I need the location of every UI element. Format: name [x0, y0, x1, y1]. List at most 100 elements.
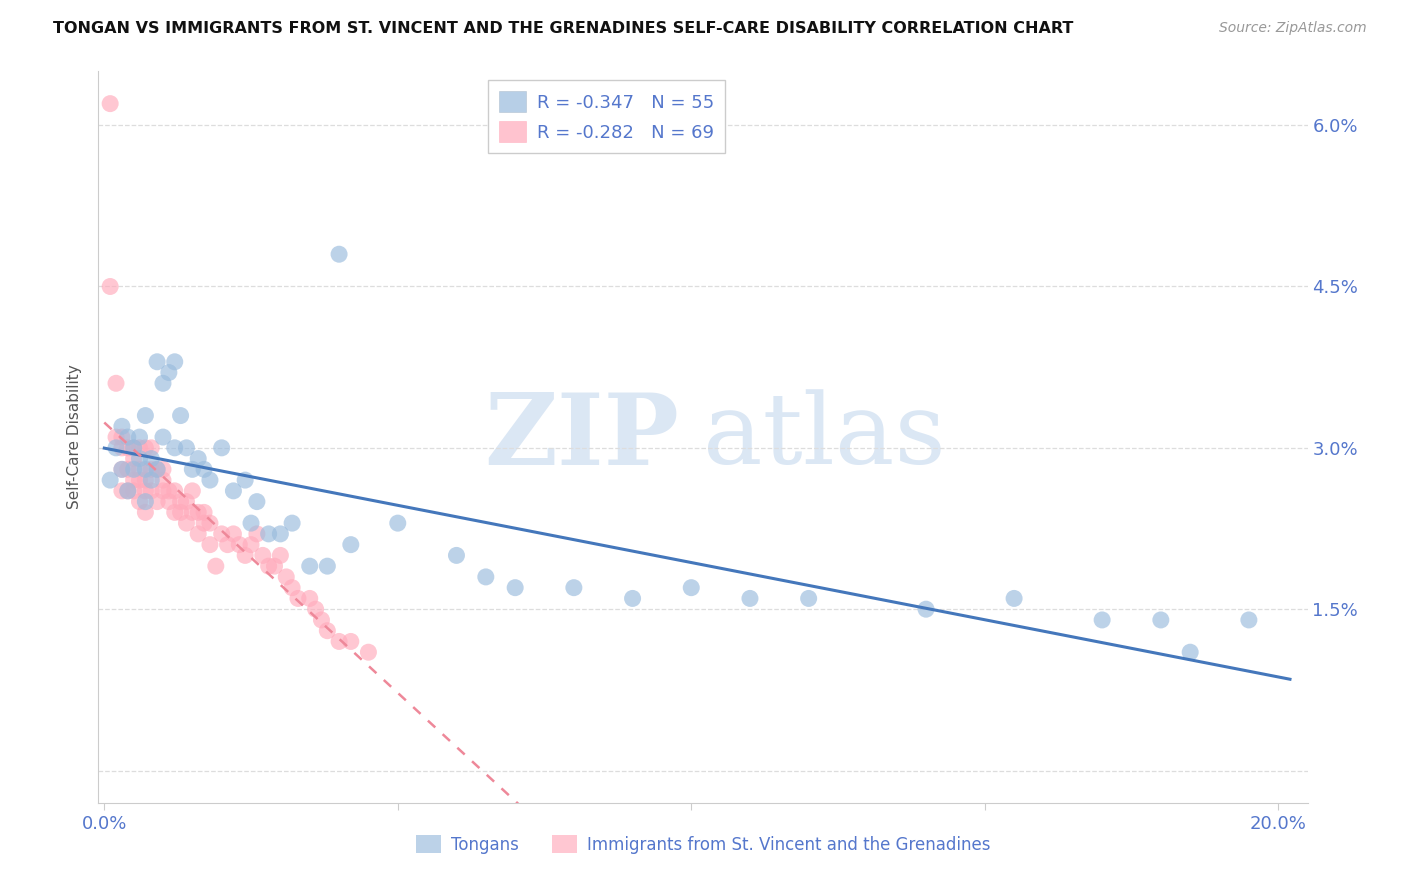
Point: [169, 409, 191, 423]
Text: atlas: atlas: [703, 389, 946, 485]
Point: [134, 462, 156, 476]
Point: [128, 473, 150, 487]
Point: [193, 505, 215, 519]
Point: [105, 441, 128, 455]
Point: [503, 581, 526, 595]
Point: [316, 559, 339, 574]
Point: [340, 538, 363, 552]
Point: [152, 483, 174, 498]
Point: [134, 505, 156, 519]
Point: [111, 419, 134, 434]
Point: [122, 441, 145, 455]
Point: [181, 483, 204, 498]
Point: [169, 494, 191, 508]
Point: [269, 527, 291, 541]
Point: [621, 591, 644, 606]
Point: [281, 516, 304, 530]
Point: [298, 559, 321, 574]
Point: [169, 505, 191, 519]
Point: [141, 462, 163, 476]
Point: [146, 355, 169, 369]
Point: [105, 430, 128, 444]
Point: [276, 570, 298, 584]
Point: [240, 516, 263, 530]
Point: [233, 473, 256, 487]
Point: [163, 483, 186, 498]
Point: [211, 441, 233, 455]
Point: [181, 462, 204, 476]
Point: [263, 559, 285, 574]
Point: [141, 473, 163, 487]
Point: [1237, 613, 1260, 627]
Point: [163, 355, 186, 369]
Point: [157, 483, 180, 498]
Point: [128, 462, 150, 476]
Point: [128, 441, 150, 455]
Point: [122, 441, 145, 455]
Point: [316, 624, 339, 638]
Point: [134, 441, 156, 455]
Point: [146, 462, 169, 476]
Point: [117, 483, 139, 498]
Point: [146, 494, 169, 508]
Point: [298, 591, 321, 606]
Point: [181, 505, 204, 519]
Point: [128, 494, 150, 508]
Point: [176, 494, 198, 508]
Point: [146, 462, 169, 476]
Point: [134, 473, 156, 487]
Point: [157, 366, 180, 380]
Point: [357, 645, 380, 659]
Point: [198, 473, 221, 487]
Point: [1002, 591, 1025, 606]
Point: [257, 559, 280, 574]
Point: [269, 549, 291, 563]
Point: [233, 549, 256, 563]
Point: [1180, 645, 1202, 659]
Point: [217, 538, 239, 552]
Point: [187, 505, 209, 519]
Point: [98, 96, 121, 111]
Point: [122, 483, 145, 498]
Point: [157, 494, 180, 508]
Point: [141, 451, 163, 466]
Point: [738, 591, 761, 606]
Point: [1150, 613, 1173, 627]
Point: [915, 602, 938, 616]
Point: [193, 516, 215, 530]
Y-axis label: Self-Care Disability: Self-Care Disability: [67, 365, 83, 509]
Point: [98, 473, 121, 487]
Point: [1091, 613, 1114, 627]
Point: [98, 279, 121, 293]
Point: [222, 527, 245, 541]
Point: [187, 451, 209, 466]
Point: [252, 549, 274, 563]
Point: [176, 441, 198, 455]
Point: [257, 527, 280, 541]
Point: [152, 376, 174, 391]
Point: [134, 409, 156, 423]
Point: [311, 613, 333, 627]
Point: [141, 483, 163, 498]
Point: [681, 581, 703, 595]
Point: [187, 527, 209, 541]
Point: [446, 549, 468, 563]
Point: [340, 634, 363, 648]
Point: [475, 570, 498, 584]
Point: [134, 483, 156, 498]
Point: [240, 538, 263, 552]
Text: TONGAN VS IMMIGRANTS FROM ST. VINCENT AND THE GRENADINES SELF-CARE DISABILITY CO: TONGAN VS IMMIGRANTS FROM ST. VINCENT AN…: [53, 21, 1074, 36]
Point: [117, 430, 139, 444]
Point: [152, 430, 174, 444]
Point: [562, 581, 585, 595]
Point: [246, 494, 269, 508]
Point: [246, 527, 269, 541]
Point: [328, 634, 350, 648]
Point: [797, 591, 820, 606]
Point: [287, 591, 309, 606]
Point: [204, 559, 226, 574]
Text: ZIP: ZIP: [484, 389, 679, 485]
Point: [122, 451, 145, 466]
Point: [176, 516, 198, 530]
Point: [141, 441, 163, 455]
